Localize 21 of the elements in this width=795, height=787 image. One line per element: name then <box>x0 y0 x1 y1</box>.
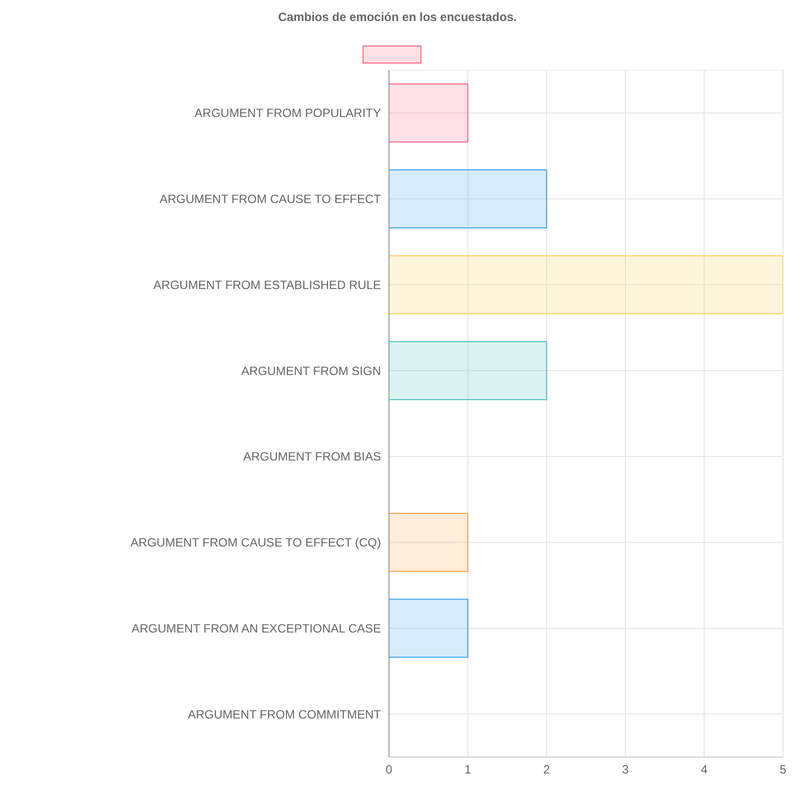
y-tick-label: ARGUMENT FROM CAUSE TO EFFECT (CQ) <box>130 536 381 550</box>
bar <box>389 598 468 658</box>
x-tick-label: 1 <box>464 762 472 777</box>
y-tick-label: ARGUMENT FROM SIGN <box>241 364 381 378</box>
bar <box>389 255 783 314</box>
x-tick-label: 5 <box>780 762 787 777</box>
x-tick-label: 2 <box>543 762 550 777</box>
bar <box>389 512 468 572</box>
y-tick-label: ARGUMENT FROM ESTABLISHED RULE <box>153 278 381 292</box>
y-tick-label: ARGUMENT FROM CAUSE TO EFFECT <box>160 192 382 206</box>
y-tick-label: ARGUMENT FROM BIAS <box>243 450 381 464</box>
x-tick-label: 4 <box>700 762 708 777</box>
x-tick-label: 3 <box>622 762 630 777</box>
bar <box>389 84 468 142</box>
y-tick-label: ARGUMENT FROM POPULARITY <box>194 106 381 120</box>
bar <box>389 169 548 228</box>
y-tick-label: ARGUMENT FROM COMMITMENT <box>188 707 382 722</box>
chart-title: Cambios de emoción en los encuestados. <box>277 9 518 26</box>
x-tick-label: 0 <box>386 762 393 777</box>
y-tick-label: ARGUMENT FROM AN EXCEPTIONAL CASE <box>132 621 381 636</box>
bar <box>389 341 548 400</box>
